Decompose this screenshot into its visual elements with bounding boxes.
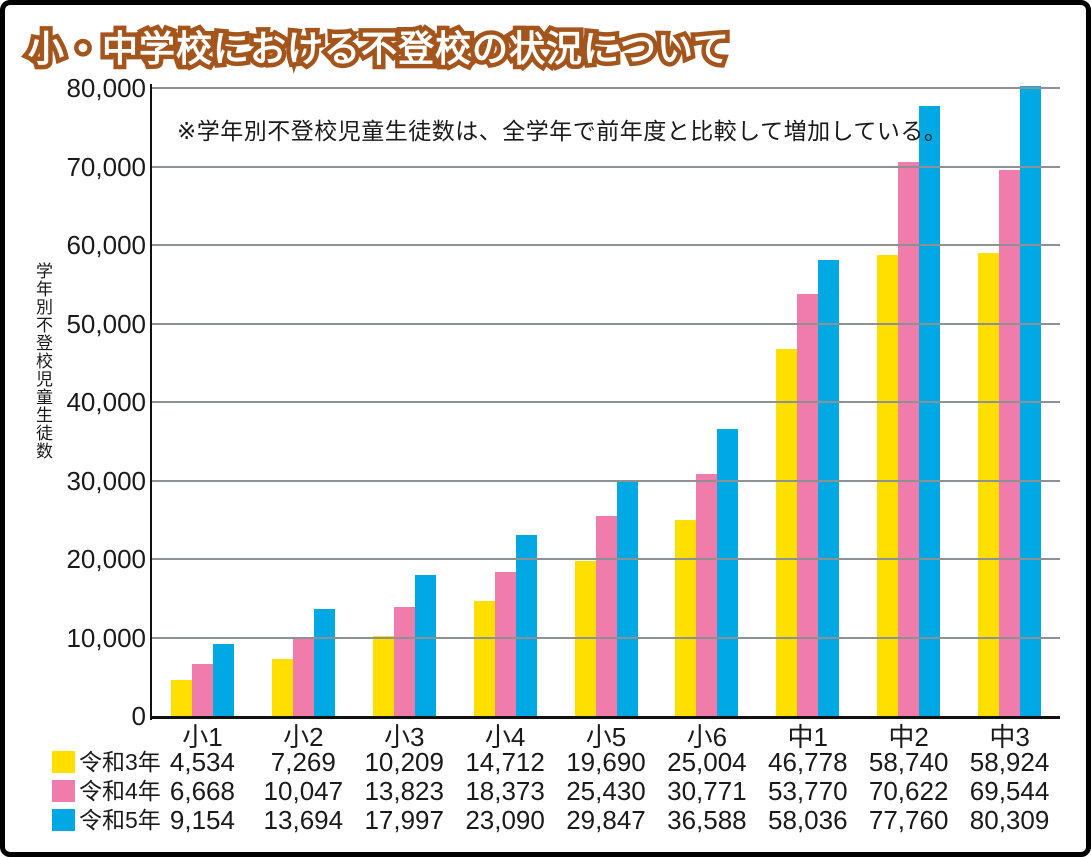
bar-令和5年-小2 (313, 608, 335, 716)
y-axis-line (150, 84, 152, 720)
bar-令和4年-中1 (797, 293, 819, 716)
y-tick-label-80000: 80,000 (66, 73, 146, 103)
bar-令和3年-小3 (372, 635, 394, 716)
table-value-令和5年-小1: 9,154 (169, 805, 235, 835)
bar-令和5年-中1 (818, 260, 840, 716)
bar-令和3年-小6 (675, 519, 697, 716)
bar-令和5年-中2 (919, 105, 941, 716)
table-value-令和4年-小1: 6,668 (169, 776, 235, 806)
y-tick-label-40000: 40,000 (66, 387, 146, 417)
legend-swatch-令和4年 (52, 780, 75, 802)
table-value-令和4年-小3: 13,823 (364, 776, 444, 806)
x-axis-label-中3: 中3 (989, 722, 1030, 752)
bar-令和3年-小4 (473, 600, 495, 716)
table-value-令和5年-小2: 13,694 (263, 805, 344, 835)
y-tick-label-30000: 30,000 (66, 465, 146, 496)
bar-令和4年-中2 (898, 161, 920, 716)
gridline-50000 (152, 322, 1060, 325)
legend-label-令和3年: 令和3年 (79, 749, 161, 775)
bar-令和3年-小2 (271, 658, 293, 716)
bar-令和5年-小5 (616, 481, 638, 716)
table-value-令和3年-中2: 58,740 (868, 747, 949, 777)
bar-令和4年-小2 (292, 637, 314, 716)
bar-令和4年-中3 (999, 170, 1021, 716)
bar-令和4年-小1 (191, 663, 213, 716)
legend-label-令和5年: 令和5年 (79, 807, 161, 833)
bar-令和3年-中1 (776, 348, 798, 716)
table-value-令和3年-小4: 14,712 (465, 747, 545, 777)
table-value-令和5年-小3: 17,997 (364, 805, 444, 835)
bar-令和4年-小5 (595, 516, 617, 716)
bar-令和4年-小6 (696, 474, 718, 716)
bar-令和4年-小3 (393, 607, 415, 716)
table-value-令和5年-小6: 36,588 (667, 805, 747, 835)
table-value-令和4年-中1: 53,770 (768, 776, 848, 806)
table-value-令和5年-中1: 58,036 (768, 805, 848, 835)
table-value-令和3年-小3: 10,209 (364, 747, 444, 777)
y-tick-label-10000: 10,000 (66, 622, 146, 653)
bar-令和3年-中3 (978, 253, 1000, 716)
page-title-outline: 小・中学校における不登校の状況について (24, 24, 734, 74)
page-title-text: 小・中学校における不登校の状況について (28, 28, 730, 69)
gridline-30000 (152, 479, 1060, 482)
bar-令和3年-中2 (877, 254, 899, 716)
bar-令和5年-小4 (515, 534, 537, 716)
y-tick-label-20000: 20,000 (66, 544, 146, 574)
table-value-令和3年-小1: 4,534 (169, 747, 235, 777)
legend-swatch-令和3年 (52, 751, 75, 773)
x-axis-label-中2: 中2 (888, 722, 929, 752)
table-value-令和4年-小2: 10,047 (263, 776, 344, 806)
bar-令和5年-小3 (414, 574, 436, 716)
bar-令和3年-小1 (170, 680, 192, 716)
table-value-令和5年-中2: 77,760 (868, 805, 949, 835)
gridline-80000 (152, 87, 1060, 89)
table-value-令和3年-中3: 58,924 (969, 747, 1050, 777)
gridline-20000 (152, 558, 1060, 560)
bar-令和4年-小4 (494, 571, 516, 716)
x-axis-label-小4: 小4 (484, 722, 526, 752)
legend-label-令和4年: 令和4年 (79, 778, 161, 804)
table-value-令和3年-小6: 25,004 (667, 747, 747, 777)
y-tick-label-50000: 50,000 (66, 308, 146, 339)
x-axis-label-小1: 小1 (182, 722, 223, 752)
table-value-令和5年-小4: 23,090 (465, 805, 545, 835)
y-axis-title: 学年別不登校児童生徒数 (33, 262, 52, 460)
x-axis-label-小6: 小6 (686, 722, 728, 752)
x-axis-label-小2: 小2 (283, 722, 324, 752)
table-value-令和4年-小6: 30,771 (667, 776, 747, 806)
bar-令和5年-小6 (717, 428, 739, 716)
table-value-令和4年-小4: 18,373 (465, 776, 545, 806)
table-value-令和4年-中3: 69,544 (969, 776, 1050, 806)
chart-annotation: ※学年別不登校児童生徒数は、全学年で前年度と比較して増加している。 (177, 118, 948, 144)
table-value-令和3年-小5: 19,690 (566, 747, 646, 777)
gridline-40000 (152, 401, 1060, 403)
bar-令和3年-小5 (574, 561, 596, 716)
x-axis-line (150, 716, 1060, 719)
gridline-70000 (152, 165, 1060, 168)
x-axis-label-小3: 小3 (383, 722, 425, 752)
bar-令和5年-小1 (212, 644, 234, 716)
table-value-令和4年-中2: 70,622 (868, 776, 949, 806)
y-tick-label-0: 0 (131, 701, 146, 731)
legend-swatch-令和5年 (52, 809, 75, 831)
table-value-令和5年-中3: 80,309 (969, 805, 1050, 835)
table-value-令和5年-小5: 29,847 (566, 805, 646, 835)
gridline-10000 (152, 636, 1060, 639)
x-axis-label-小5: 小5 (585, 722, 627, 752)
table-value-令和4年-小5: 25,430 (566, 776, 646, 806)
table-value-令和3年-中1: 46,778 (768, 747, 848, 777)
y-tick-label-60000: 60,000 (66, 230, 146, 260)
y-tick-label-70000: 70,000 (66, 151, 146, 182)
gridline-60000 (152, 244, 1060, 246)
table-value-令和3年-小2: 7,269 (270, 747, 336, 777)
x-axis-label-中1: 中1 (787, 722, 828, 752)
